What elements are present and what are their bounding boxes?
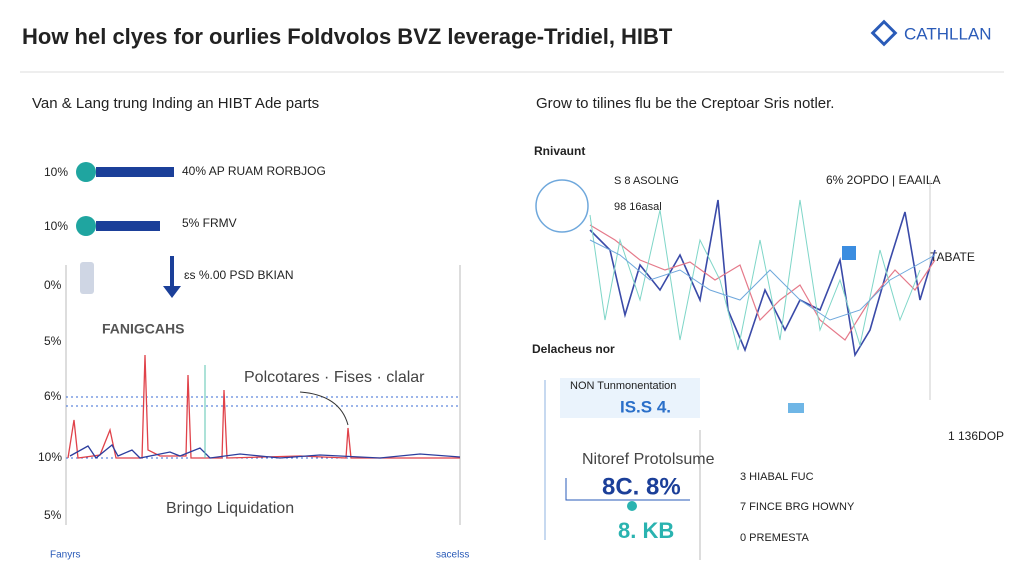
row-icon <box>76 216 96 236</box>
arrow-head <box>163 286 181 298</box>
row-pct: 0% <box>44 278 62 292</box>
footer-label: sacelss <box>436 550 469 561</box>
row-icon <box>80 262 94 294</box>
axis-label: 5% <box>44 508 62 522</box>
wave-line <box>589 224 936 341</box>
chart-label: FANIGCAHS <box>102 321 184 337</box>
title: How hel clyes for ourlies Foldvolos BVZ … <box>22 24 673 49</box>
row-bar <box>96 167 174 177</box>
row-label: 40% AP RUAM RORBJOG <box>182 164 326 178</box>
card-value: 8C. 8% <box>602 473 681 500</box>
tag: 6% 2OPDO | EAAILA <box>826 173 941 187</box>
list-item: 3 HIABAL FUC <box>740 471 814 483</box>
wave-line <box>589 239 936 321</box>
list-item: 7 FINCE BRG HOWNY <box>740 501 855 513</box>
row-bar <box>96 221 160 231</box>
logo: CATHLLAN <box>870 19 992 47</box>
row-label: 5% FRMV <box>182 216 237 230</box>
axis-label: 5% <box>44 334 62 348</box>
side-value: 1 136DOP <box>948 429 1004 443</box>
chart-label: Rnivaunt <box>534 144 585 158</box>
logo-text: CATHLLAN <box>904 24 992 43</box>
left-heading: Van & Lang trung Inding an HIBT Ade part… <box>32 95 319 112</box>
marker <box>842 246 856 260</box>
annotation: Polcotares · Fises · clalar <box>244 369 425 386</box>
row-pct: 10% <box>44 165 68 179</box>
spike-line <box>67 354 460 459</box>
section-label: Delacheus nor <box>532 342 615 356</box>
footer-label: Fanyrs <box>50 550 81 561</box>
marker <box>627 501 637 511</box>
base-line <box>69 444 461 459</box>
tag: 98 16asal <box>614 201 662 213</box>
card-title: Nitoref Protolsume <box>582 451 715 468</box>
box <box>560 378 700 418</box>
wave-line <box>589 199 921 351</box>
box-title: NON Tunmonentation <box>570 380 676 392</box>
annotation-arrow <box>299 391 349 426</box>
caption: Bringo Liquidation <box>166 500 294 517</box>
row-pct: 10% <box>44 219 68 233</box>
right-heading: Grow to tilines flu be the Creptoar Sris… <box>536 95 834 112</box>
card-frame <box>565 478 690 501</box>
marker <box>788 403 804 413</box>
tag: S 8 ASOLNG <box>614 175 679 187</box>
list-item: 0 PREMESTA <box>740 532 810 544</box>
row-icon <box>76 162 96 182</box>
axis-label: 6% <box>44 389 62 403</box>
card-value: 8. KB <box>618 518 674 543</box>
box-value: IS.S 4. <box>620 397 671 416</box>
row-label: ɛs %.00 PSD BKIAN <box>184 268 294 282</box>
tag: TABATE <box>930 250 975 264</box>
globe-icon <box>535 179 589 233</box>
logo-icon <box>870 19 898 47</box>
axis-label: 10% <box>38 450 62 464</box>
